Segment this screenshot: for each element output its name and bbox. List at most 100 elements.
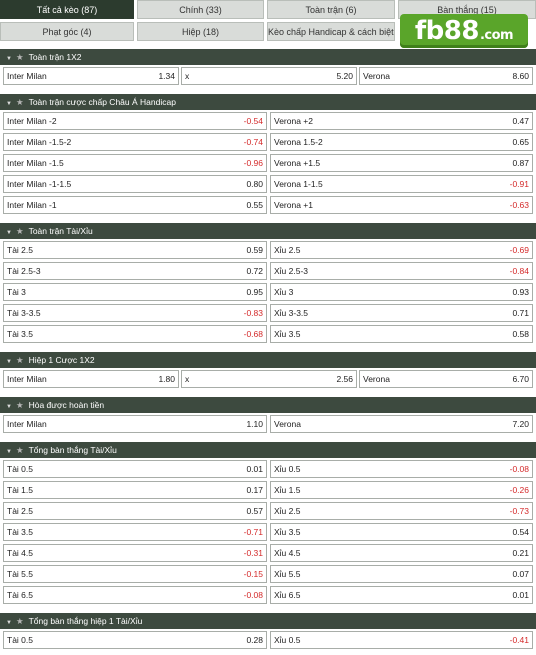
odds-cell[interactable]: Inter Milan -2 -0.54 — [3, 112, 267, 130]
favorite-star-icon[interactable]: ★ — [15, 97, 24, 107]
odds-cell[interactable]: Xỉu 6.5 0.01 — [270, 586, 533, 604]
odds-value: -0.63 — [509, 200, 529, 210]
odds-value: -0.73 — [509, 506, 529, 516]
odds-cell[interactable]: Tài 0.5 0.28 — [3, 631, 267, 649]
selection-label: Inter Milan -1 — [7, 200, 57, 210]
odds-value: -0.54 — [243, 116, 263, 126]
odds-cell[interactable]: Inter Milan 1.10 — [3, 415, 267, 433]
odds-cell[interactable]: Xỉu 4.5 0.21 — [270, 544, 533, 562]
odds-cell[interactable]: Tài 0.5 0.01 — [3, 460, 267, 478]
odds-cell[interactable]: Verona 1.5-2 0.65 — [270, 133, 533, 151]
collapse-icon[interactable]: ▼ — [6, 101, 12, 107]
odds-cell[interactable]: Tài 3.5 -0.68 — [3, 325, 267, 343]
tab-main[interactable]: Chính (33) — [137, 0, 264, 19]
collapse-icon[interactable]: ▼ — [6, 56, 12, 62]
collapse-icon[interactable]: ▼ — [6, 404, 12, 410]
logo-text: fb88 — [414, 16, 480, 46]
odds-row: Inter Milan -1.5-2 -0.74 Verona 1.5-2 0.65 — [3, 133, 533, 151]
odds-value: 0.01 — [512, 590, 529, 600]
tab-all-markets[interactable]: Tất cả kèo (87) — [0, 0, 134, 19]
section-header[interactable]: ▼ ★ Toàn trận cược chấp Châu Á Handicap — [0, 94, 536, 110]
odds-cell[interactable]: Inter Milan 1.34 — [3, 67, 179, 85]
section-header[interactable]: ▼ ★ Toàn trận Tài/Xỉu — [0, 223, 536, 239]
odds-cell[interactable]: Tài 3.5 -0.71 — [3, 523, 267, 541]
markets-list: ▼ ★ Toàn trận 1X2 Inter Milan 1.34 x 5.20 Veron… — [0, 47, 536, 655]
odds-cell[interactable]: Inter Milan -1-1.5 0.80 — [3, 175, 267, 193]
odds-cell[interactable]: Xỉu 1.5 -0.26 — [270, 481, 533, 499]
odds-value: 0.54 — [512, 527, 529, 537]
favorite-star-icon[interactable]: ★ — [15, 400, 24, 410]
odds-cell[interactable]: Verona 8.60 — [359, 67, 533, 85]
odds-row: Inter Milan -2 -0.54 Verona +2 0.47 — [3, 112, 533, 130]
odds-cell[interactable]: Verona +1 -0.63 — [270, 196, 533, 214]
odds-cell[interactable]: Xỉu 0.5 -0.08 — [270, 460, 533, 478]
odds-cell[interactable]: Tài 2.5-3 0.72 — [3, 262, 267, 280]
favorite-star-icon[interactable]: ★ — [15, 226, 24, 236]
odds-value: 1.10 — [246, 419, 263, 429]
odds-row: Tài 6.5 -0.08 Xỉu 6.5 0.01 — [3, 586, 533, 604]
selection-label: x — [185, 374, 190, 384]
odds-cell[interactable]: Tài 2.5 0.57 — [3, 502, 267, 520]
odds-row: Tài 3.5 -0.68 Xỉu 3.5 0.58 — [3, 325, 533, 343]
odds-cell[interactable]: Tài 3-3.5 -0.83 — [3, 304, 267, 322]
odds-cell[interactable]: Verona +2 0.47 — [270, 112, 533, 130]
odds-cell[interactable]: Tài 4.5 -0.31 — [3, 544, 267, 562]
section-title: Tổng bàn thắng Tài/Xỉu — [28, 445, 117, 455]
collapse-icon[interactable]: ▼ — [6, 449, 12, 455]
odds-cell[interactable]: Xỉu 2.5 -0.69 — [270, 241, 533, 259]
tab-halves[interactable]: Hiệp (18) — [137, 22, 264, 41]
tab-corners[interactable]: Phạt góc (4) — [0, 22, 134, 41]
collapse-icon[interactable]: ▼ — [6, 620, 12, 626]
selection-label: Xỉu 3 — [274, 287, 294, 297]
selection-label: Xỉu 2.5-3 — [274, 266, 309, 276]
section-header[interactable]: ▼ ★ Tổng bàn thắng hiệp 1 Tài/Xỉu — [0, 613, 536, 629]
odds-cell[interactable]: Xỉu 0.5 -0.41 — [270, 631, 533, 649]
odds-cell[interactable]: Tài 1.5 0.17 — [3, 481, 267, 499]
tab-full-time[interactable]: Toàn trận (6) — [267, 0, 395, 19]
favorite-star-icon[interactable]: ★ — [15, 355, 24, 365]
odds-cell[interactable]: Verona +1.5 0.87 — [270, 154, 533, 172]
odds-cell[interactable]: Xỉu 5.5 0.07 — [270, 565, 533, 583]
collapse-icon[interactable]: ▼ — [6, 359, 12, 365]
selection-label: Xỉu 2.5 — [274, 506, 301, 516]
favorite-star-icon[interactable]: ★ — [15, 52, 24, 62]
odds-cell[interactable]: Inter Milan -1.5 -0.96 — [3, 154, 267, 172]
odds-value: 0.28 — [246, 635, 263, 645]
odds-cell[interactable]: Inter Milan -1 0.55 — [3, 196, 267, 214]
odds-cell[interactable]: Xỉu 2.5 -0.73 — [270, 502, 533, 520]
selection-label: Verona +2 — [274, 116, 313, 126]
odds-value: -0.71 — [243, 527, 263, 537]
section-header[interactable]: ▼ ★ Tổng bàn thắng Tài/Xỉu — [0, 442, 536, 458]
odds-cell[interactable]: Verona 7.20 — [270, 415, 533, 433]
section-body: Inter Milan 1.80 x 2.56 Verona 6.70 — [0, 368, 536, 395]
tab-handicap[interactable]: Kèo chấp Handicap & cách biệt (5) — [267, 22, 395, 41]
favorite-star-icon[interactable]: ★ — [15, 445, 24, 455]
favorite-star-icon[interactable]: ★ — [15, 616, 24, 626]
odds-value: 0.93 — [512, 287, 529, 297]
odds-cell[interactable]: Xỉu 2.5-3 -0.84 — [270, 262, 533, 280]
odds-cell[interactable]: Tài 3 0.95 — [3, 283, 267, 301]
section-header[interactable]: ▼ ★ Hòa được hoàn tiền — [0, 397, 536, 413]
odds-value: 0.72 — [246, 266, 263, 276]
selection-label: Xỉu 3.5 — [274, 527, 301, 537]
odds-cell[interactable]: Tài 5.5 -0.15 — [3, 565, 267, 583]
odds-cell[interactable]: Inter Milan -1.5-2 -0.74 — [3, 133, 267, 151]
section-header[interactable]: ▼ ★ Hiệp 1 Cược 1X2 — [0, 352, 536, 368]
selection-label: Inter Milan — [7, 71, 47, 81]
odds-cell[interactable]: Verona 6.70 — [359, 370, 533, 388]
odds-cell[interactable]: Xỉu 3.5 0.58 — [270, 325, 533, 343]
odds-cell[interactable]: x 2.56 — [181, 370, 357, 388]
section-header[interactable]: ▼ ★ Toàn trận 1X2 — [0, 49, 536, 65]
collapse-icon[interactable]: ▼ — [6, 230, 12, 236]
odds-cell[interactable]: x 5.20 — [181, 67, 357, 85]
odds-cell[interactable]: Inter Milan 1.80 — [3, 370, 179, 388]
selection-label: Xỉu 3.5 — [274, 329, 301, 339]
odds-cell[interactable]: Verona 1-1.5 -0.91 — [270, 175, 533, 193]
odds-row: Tài 2.5 0.57 Xỉu 2.5 -0.73 — [3, 502, 533, 520]
odds-cell[interactable]: Xỉu 3-3.5 0.71 — [270, 304, 533, 322]
odds-cell[interactable]: Tài 6.5 -0.08 — [3, 586, 267, 604]
odds-cell[interactable]: Xỉu 3 0.93 — [270, 283, 533, 301]
selection-label: Tài 3.5 — [7, 329, 33, 339]
odds-cell[interactable]: Tài 2.5 0.59 — [3, 241, 267, 259]
odds-cell[interactable]: Xỉu 3.5 0.54 — [270, 523, 533, 541]
